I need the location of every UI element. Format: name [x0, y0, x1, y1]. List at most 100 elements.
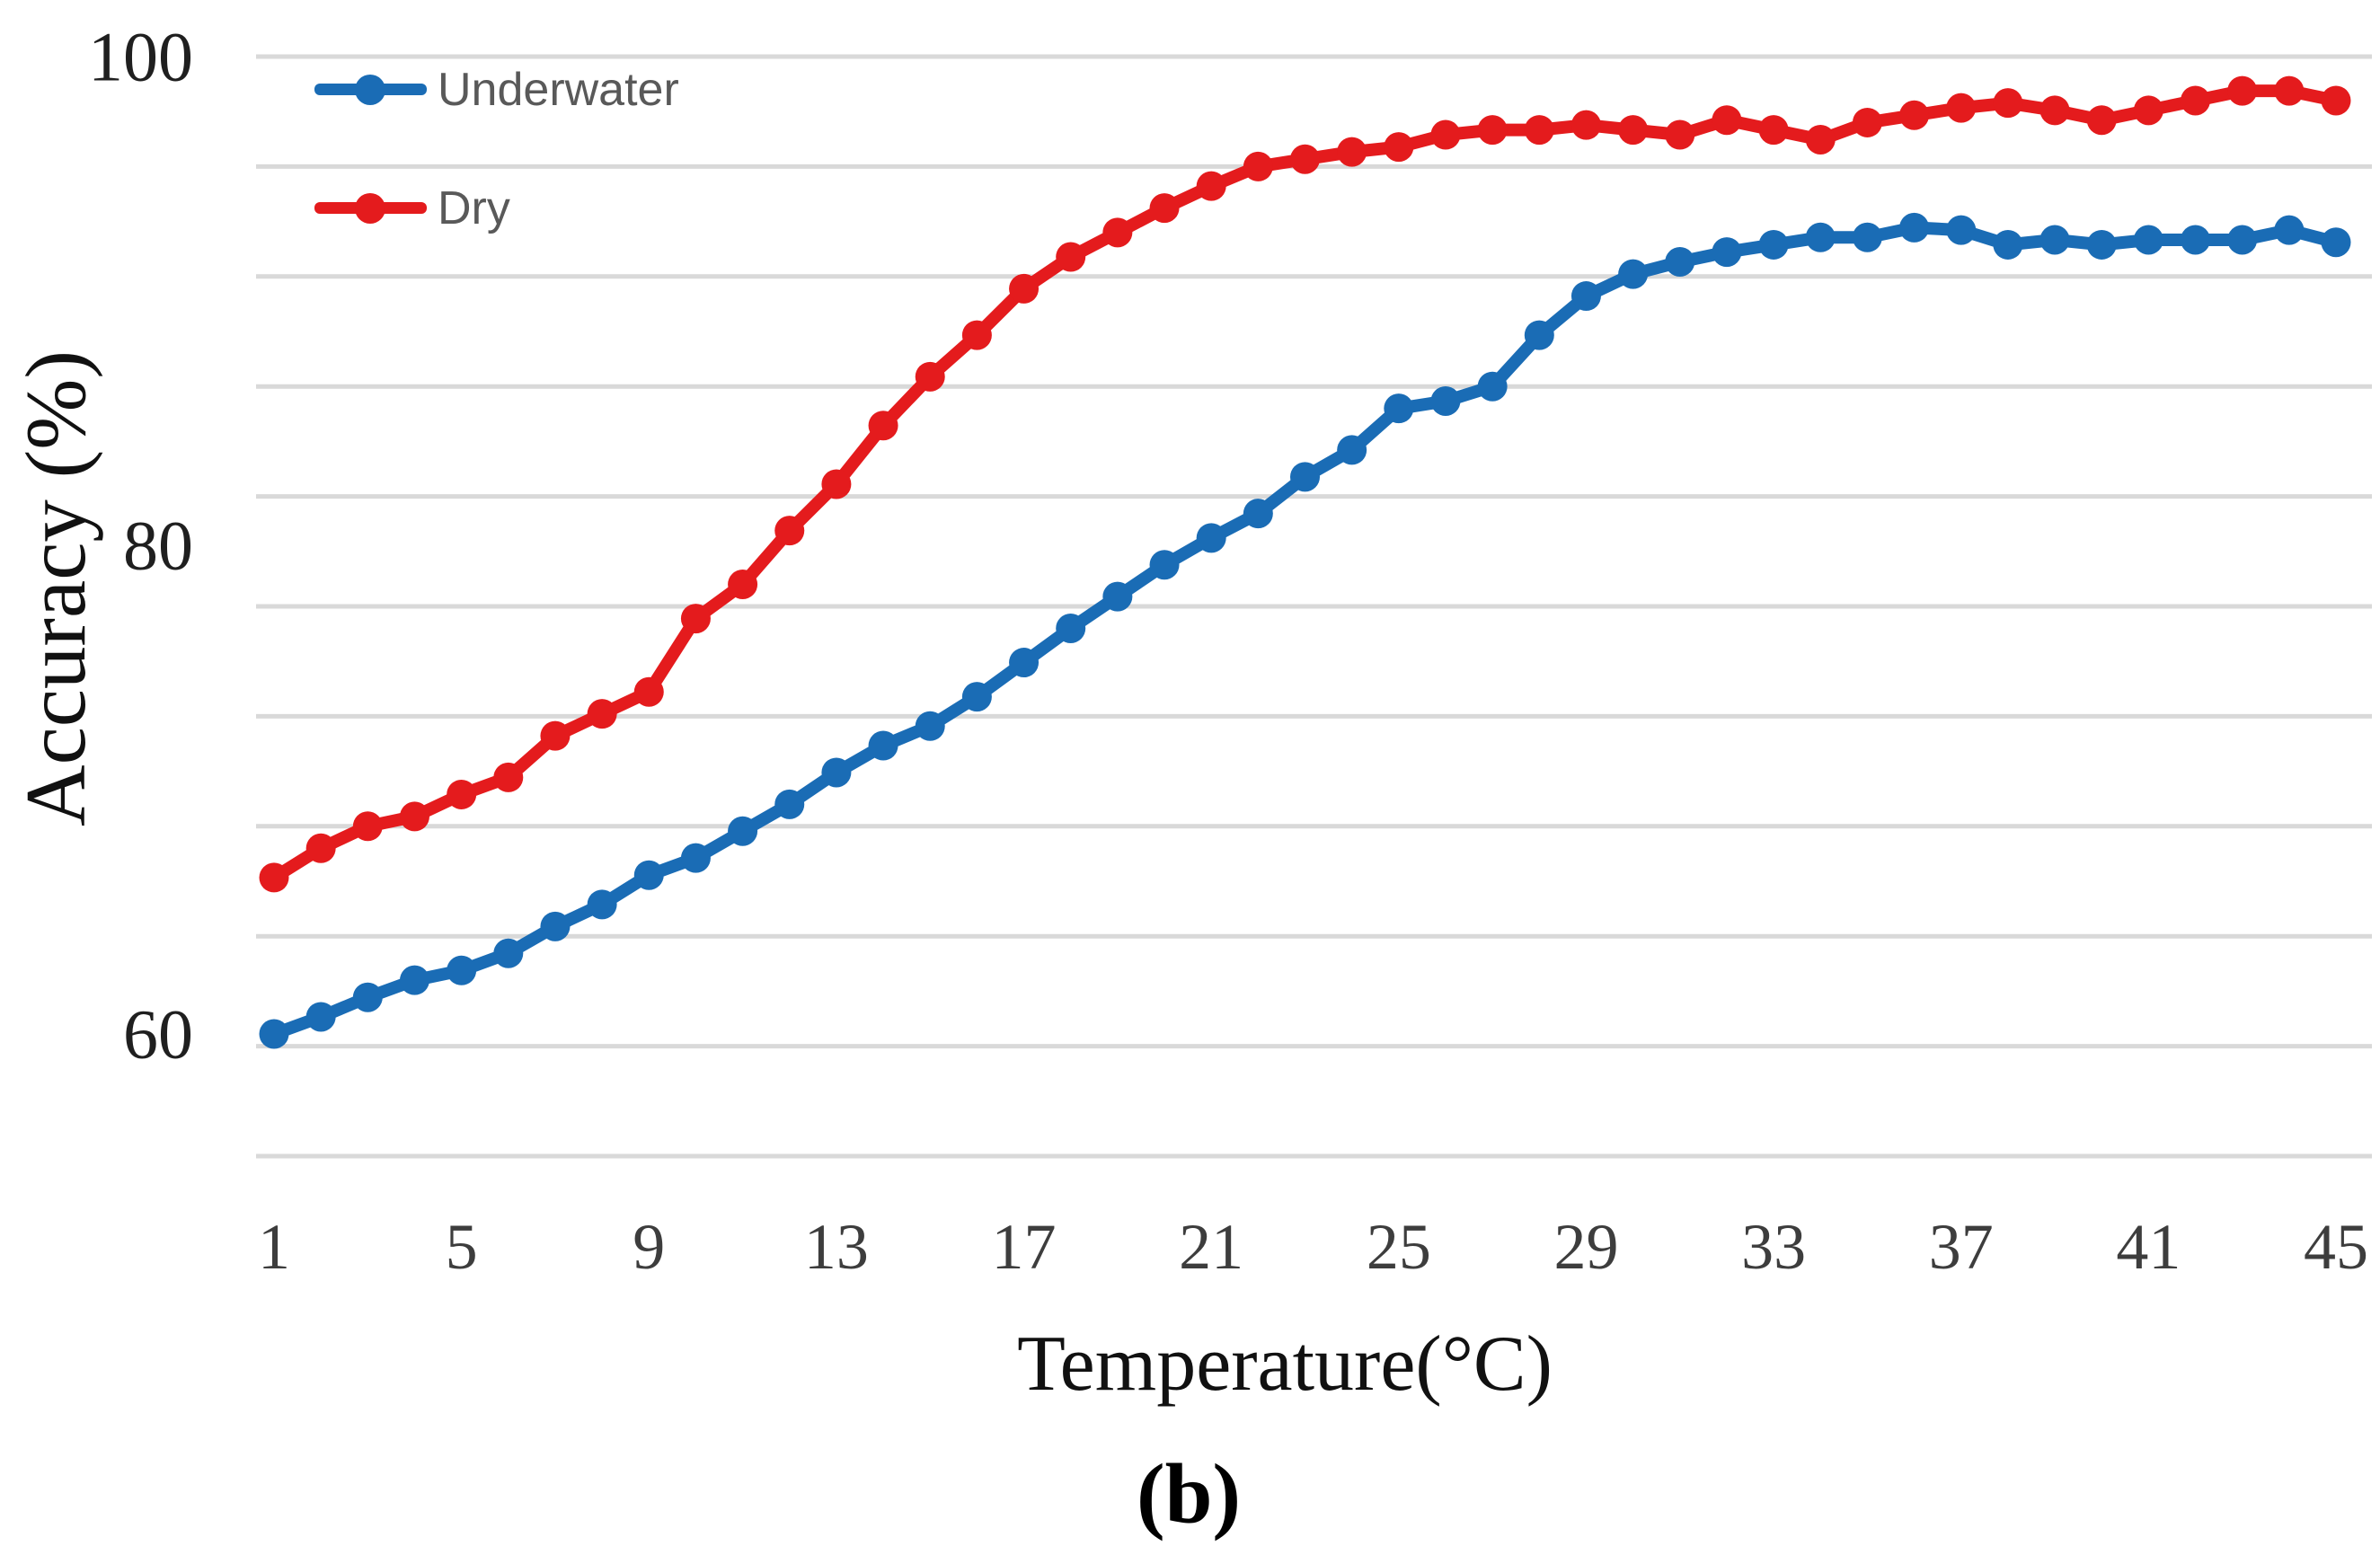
series-marker-underwater: [2321, 227, 2351, 258]
series-marker-underwater: [728, 816, 758, 846]
x-tick-label: 45: [2304, 1211, 2368, 1283]
series-marker-dry: [1570, 110, 1601, 140]
series-marker-dry: [633, 676, 664, 707]
y-axis-title: Accuracy (%): [8, 349, 103, 827]
series-marker-underwater: [2086, 229, 2117, 260]
series-marker-underwater: [2181, 225, 2211, 255]
legend-dot-swatch: [355, 75, 385, 105]
series-marker-dry: [1243, 151, 1273, 181]
series-marker-underwater: [680, 843, 711, 873]
x-tick-label: 29: [1553, 1211, 1618, 1283]
series-marker-dry: [1196, 171, 1226, 201]
legend-marker-icon: [314, 193, 427, 224]
series-marker-dry: [1618, 115, 1649, 146]
series-marker-underwater: [2274, 215, 2305, 245]
legend-label: Dry: [438, 182, 510, 234]
series-marker-underwater: [1149, 550, 1180, 580]
x-tick-label: 37: [1929, 1211, 1994, 1283]
series-marker-dry: [305, 833, 336, 863]
series-marker-dry: [1430, 119, 1461, 150]
series-marker-underwater: [915, 711, 945, 741]
series-marker-dry: [2039, 95, 2070, 126]
series-line-underwater: [268, 221, 2342, 1040]
series-marker-underwater: [774, 789, 805, 819]
series-marker-underwater: [399, 965, 429, 995]
series-marker-underwater: [1337, 435, 1367, 465]
legend-marker-icon: [314, 75, 427, 105]
series-marker-underwater: [1618, 259, 1649, 289]
series-marker-underwater: [2039, 225, 2070, 255]
series-marker-dry: [1712, 105, 1742, 136]
y-tick-label: 100: [88, 18, 193, 96]
series-marker-dry: [447, 779, 477, 809]
legend-label: Underwater: [438, 64, 679, 116]
y-tick-label: 60: [123, 995, 193, 1073]
series-marker-dry: [259, 862, 289, 893]
series-marker-underwater: [1290, 462, 1320, 492]
series-marker-underwater: [259, 1019, 289, 1049]
x-tick-label: 33: [1741, 1211, 1806, 1283]
figure-caption: (b): [1136, 1446, 1242, 1542]
series-marker-dry: [2274, 75, 2305, 106]
series-marker-underwater: [2133, 225, 2163, 255]
legend-item-dry: Dry: [314, 168, 679, 249]
series-marker-dry: [680, 604, 711, 634]
series-marker-dry: [821, 469, 852, 499]
series-marker-dry: [540, 720, 571, 751]
series-marker-dry: [493, 762, 524, 792]
series-marker-underwater: [540, 911, 571, 941]
series-marker-underwater: [447, 955, 477, 985]
series-marker-dry: [2227, 75, 2258, 106]
series-marker-underwater: [1946, 215, 1977, 245]
series-marker-underwater: [868, 730, 898, 761]
series-marker-dry: [1805, 124, 1836, 155]
x-tick-label: 5: [446, 1211, 478, 1283]
legend-dot-swatch: [355, 193, 385, 224]
series-marker-underwater: [961, 682, 992, 712]
series-marker-dry: [399, 801, 429, 832]
series-marker-underwater: [1102, 581, 1133, 612]
series-marker-underwater: [1758, 229, 1789, 260]
series-marker-dry: [774, 516, 805, 546]
series-marker-dry: [1946, 93, 1977, 123]
series-marker-underwater: [821, 757, 852, 788]
series-marker-underwater: [305, 1002, 336, 1032]
series-marker-dry: [1009, 273, 1040, 304]
series-marker-dry: [728, 570, 758, 600]
legend-item-underwater: Underwater: [314, 49, 679, 130]
series-marker-dry: [1524, 115, 1554, 146]
series-marker-underwater: [1243, 499, 1273, 529]
series-marker-underwater: [1993, 229, 2023, 260]
x-tick-label: 21: [1179, 1211, 1243, 1283]
series-marker-underwater: [1852, 222, 1882, 252]
series-marker-underwater: [1009, 648, 1040, 678]
series-marker-dry: [1852, 107, 1882, 137]
series-marker-underwater: [1665, 246, 1695, 277]
series-marker-underwater: [1384, 393, 1414, 424]
y-tick-label: 80: [123, 507, 193, 585]
series-marker-underwater: [633, 860, 664, 890]
series-marker-dry: [915, 361, 945, 392]
series-marker-dry: [1899, 100, 1930, 130]
series-marker-dry: [961, 320, 992, 350]
series-marker-dry: [587, 699, 617, 729]
series-marker-underwater: [1805, 222, 1836, 252]
series-marker-dry: [1477, 115, 1508, 146]
series-marker-dry: [1149, 193, 1180, 224]
series-marker-dry: [2321, 85, 2351, 116]
series-marker-dry: [2086, 105, 2117, 136]
series-marker-underwater: [352, 982, 383, 1012]
series-marker-dry: [2181, 85, 2211, 116]
x-tick-label: 41: [2116, 1211, 2181, 1283]
series-marker-dry: [352, 811, 383, 842]
x-tick-label: 1: [258, 1211, 290, 1283]
x-tick-label: 13: [804, 1211, 869, 1283]
series-marker-underwater: [493, 938, 524, 968]
series-marker-dry: [1056, 242, 1086, 272]
series-marker-underwater: [1899, 212, 1930, 243]
series-marker-underwater: [1524, 320, 1554, 350]
series-marker-dry: [2133, 95, 2163, 126]
x-tick-label: 25: [1367, 1211, 1431, 1283]
